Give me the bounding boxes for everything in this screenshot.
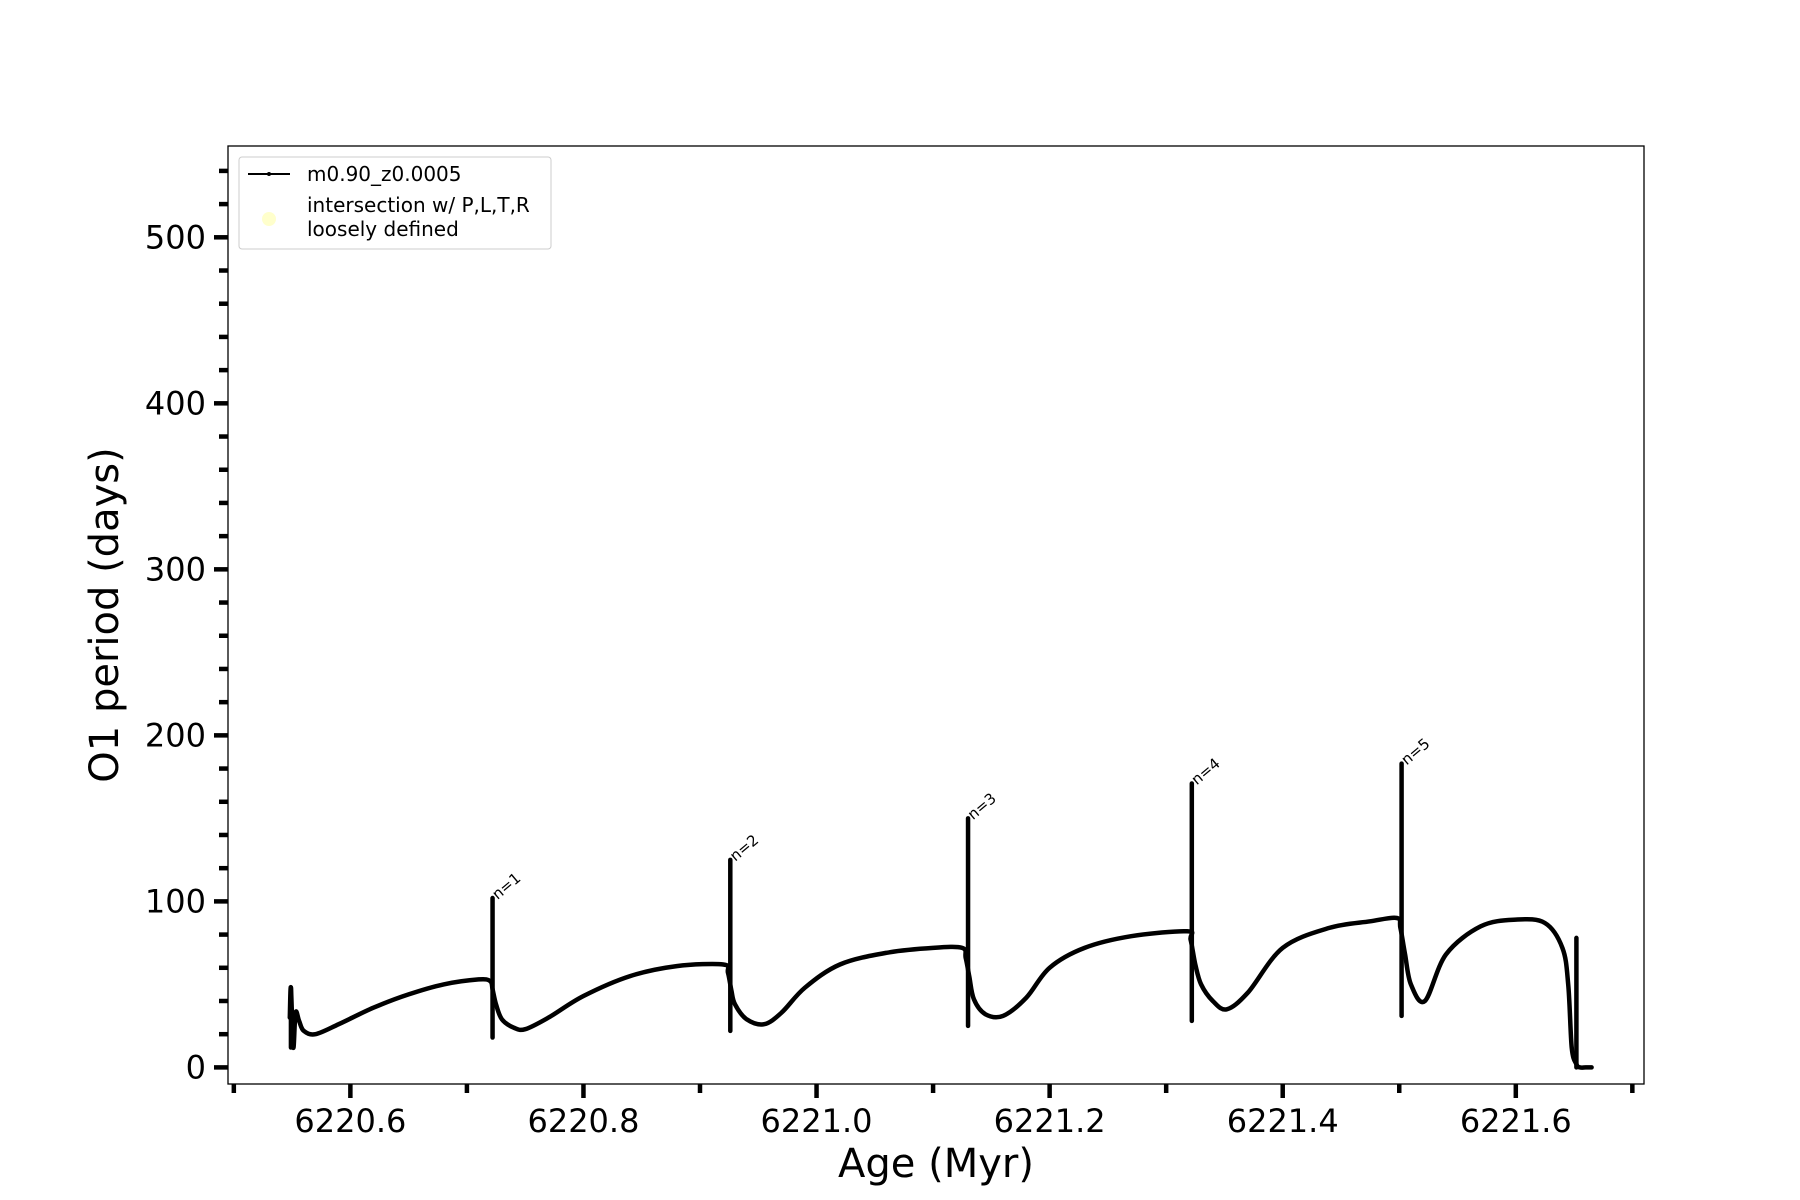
y-tick-label: 300 <box>145 550 206 588</box>
x-tick-label: 6220.8 <box>527 1102 639 1140</box>
y-tick-label: 500 <box>145 218 206 256</box>
legend-label-intersection-line1: intersection w/ P,L,T,R <box>307 193 530 217</box>
plot-area <box>287 761 1594 1070</box>
y-tick-label: 400 <box>145 384 206 422</box>
legend-line-marker <box>267 172 271 176</box>
x-tick-label: 6220.6 <box>294 1102 406 1140</box>
y-tick-label: 0 <box>186 1048 206 1086</box>
annotations: n=1n=2n=3n=4n=5 <box>489 735 1434 904</box>
x-tick-label: 6221.4 <box>1227 1102 1339 1140</box>
y-tick-label: 100 <box>145 882 206 920</box>
y-axis: 0 100 200 300 400 500 <box>145 168 228 1086</box>
x-axis: 6220.6 6220.8 6221.0 6221.2 6221.4 6221.6 <box>231 1084 1635 1140</box>
x-tick-label: 6221.0 <box>761 1102 873 1140</box>
legend-marker-intersection <box>262 212 276 226</box>
x-tick-label: 6221.6 <box>1460 1102 1572 1140</box>
legend-label-intersection-line2: loosely defined <box>307 217 459 241</box>
y-tick-label: 200 <box>145 716 206 754</box>
legend-label-series: m0.90_z0.0005 <box>307 162 462 186</box>
legend-frame <box>238 156 552 250</box>
series-line <box>287 915 1594 1070</box>
plot-frame <box>227 145 1645 1085</box>
y-axis-title: O1 period (days) <box>82 447 128 782</box>
legend: m0.90_z0.0005 intersection w/ P,L,T,R lo… <box>238 156 552 250</box>
x-tick-label: 6221.2 <box>994 1102 1106 1140</box>
x-axis-title: Age (Myr) <box>838 1141 1034 1187</box>
